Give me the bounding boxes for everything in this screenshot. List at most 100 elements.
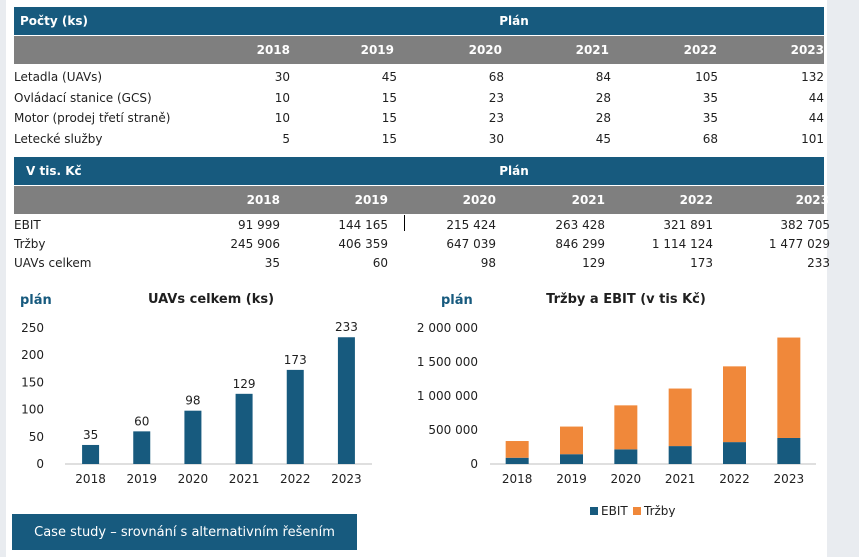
row-label: Letadla (UAVs) — [14, 70, 103, 84]
value-cell: 35 — [702, 90, 718, 105]
text-cursor — [404, 215, 405, 231]
value-cell: 68 — [488, 70, 504, 84]
data-label: 173 — [284, 353, 307, 367]
table-row: Ovládací stanice (GCS) 10 15 23 28 35 44 — [14, 89, 824, 109]
data-label: 129 — [233, 377, 256, 391]
bar-2020 — [184, 410, 202, 464]
legend-label: Tržby — [643, 504, 676, 517]
value-cell: 132 — [801, 70, 824, 84]
bar-2023 — [337, 337, 355, 464]
year-cell: 2023 — [795, 193, 829, 207]
y-tick-label: 1 500 000 — [417, 355, 478, 369]
value-cell: 173 — [690, 256, 713, 270]
financials-table-year-row: 2018 2019 2020 2021 2022 2023 — [14, 186, 829, 214]
bar-ebit-2023 — [777, 437, 801, 464]
table-row: Tržby 245 906 406 359 647 039 846 299 1 114 1… — [14, 235, 830, 254]
chart-corner-label: plán — [441, 293, 473, 308]
revenue-ebit-chart: plán Tržby a EBIT (v tis Kč) 0 500 000 1 0… — [417, 292, 816, 517]
value-cell: 23 — [488, 90, 504, 105]
value-cell: 28 — [595, 111, 611, 125]
value-cell: 98 — [480, 256, 496, 270]
counts-table-year-row: 2018 2019 2020 2021 2022 2023 — [14, 36, 824, 64]
value-cell: 321 891 — [663, 218, 713, 232]
table-row: Motor (prodej třetí straně) 10 15 23 28 35 44 — [14, 109, 824, 129]
year-cell: 2022 — [679, 193, 713, 207]
legend: EBIT Tržby — [590, 504, 676, 517]
year-cell: 2020 — [462, 193, 496, 207]
value-cell: 35 — [702, 111, 718, 125]
uavs-chart: plán UAVs celkem (ks) 0 50 100 150 200 250 35 2… — [20, 292, 372, 486]
bar-ebit-2018 — [505, 457, 529, 464]
value-cell: 35 — [264, 256, 280, 270]
year-cell: 2019 — [360, 43, 394, 57]
row-label: Tržby — [14, 237, 46, 251]
value-cell: 1 477 029 — [768, 237, 830, 251]
x-tick-label: 2021 — [665, 472, 696, 486]
year-cell: 2023 — [790, 43, 824, 57]
y-tick-label: 0 — [36, 457, 44, 471]
counts-table-header: Počty (ks) Plán — [14, 7, 824, 35]
bar-ebit-2020 — [614, 449, 638, 464]
bar-2022 — [286, 369, 304, 464]
year-cell: 2018 — [246, 193, 280, 207]
financials-table: V tis. Kč Plán 2018 2019 2020 2021 2022 … — [14, 157, 830, 272]
year-cell: 2021 — [575, 43, 609, 57]
case-study-banner-label: Case study – srovnání s alternativním ře… — [34, 524, 335, 540]
counts-table: Počty (ks) Plán 2018 2019 2020 2021 2022… — [14, 7, 824, 153]
slide: Počty (ks) Plán 2018 2019 2020 2021 2022… — [6, 0, 830, 557]
year-cell: 2019 — [354, 193, 388, 207]
x-tick-label: 2021 — [229, 472, 260, 486]
year-cell: 2022 — [683, 43, 717, 57]
legend-swatch — [590, 507, 598, 515]
row-label: Letecké služby — [14, 131, 103, 146]
bar-tržby-2022 — [723, 366, 746, 443]
bar-tržby-2018 — [505, 441, 529, 458]
value-cell: 44 — [808, 90, 824, 105]
chart-title: Tržby a EBIT (v tis Kč) — [546, 292, 706, 307]
x-tick-label: 2018 — [502, 472, 533, 486]
bar-tržby-2019 — [560, 426, 583, 455]
table-row: Letecké služby 5 15 30 45 68 101 — [14, 130, 824, 150]
x-tick-label: 2019 — [126, 472, 157, 486]
case-study-banner[interactable]: Case study – srovnání s alternativním ře… — [12, 514, 357, 550]
row-label: Motor (prodej třetí straně) — [14, 111, 171, 125]
bar-tržby-2023 — [777, 337, 801, 438]
financials-table-title: V tis. Kč — [26, 164, 82, 178]
value-cell: 44 — [808, 111, 824, 125]
value-cell: 5 — [282, 131, 290, 146]
data-label: 35 — [83, 428, 98, 442]
x-tick-label: 2023 — [331, 472, 362, 486]
y-tick-label: 150 — [21, 375, 44, 389]
value-cell: 45 — [595, 131, 611, 146]
x-tick-label: 2023 — [774, 472, 805, 486]
value-cell: 105 — [695, 70, 718, 84]
value-cell: 101 — [801, 131, 824, 146]
value-cell: 23 — [488, 111, 504, 125]
value-cell: 382 705 — [780, 218, 830, 232]
chart-corner-label: plán — [20, 293, 52, 308]
value-cell: 846 299 — [555, 237, 605, 251]
value-cell: 15 — [381, 111, 397, 125]
x-tick-label: 2019 — [556, 472, 587, 486]
table-row: Letadla (UAVs) 30 45 68 84 105 132 — [14, 68, 824, 88]
y-tick-label: 0 — [470, 457, 478, 471]
value-cell: 233 — [807, 256, 830, 270]
bar-tržby-2021 — [668, 388, 692, 447]
value-cell: 144 165 — [338, 218, 388, 232]
value-cell: 263 428 — [555, 218, 605, 232]
year-cell: 2018 — [256, 43, 290, 57]
data-label: 233 — [335, 320, 358, 334]
value-cell: 30 — [488, 131, 504, 146]
x-tick-label: 2020 — [611, 472, 642, 486]
x-tick-label: 2022 — [719, 472, 750, 486]
y-tick-label: 50 — [29, 430, 44, 444]
x-tick-label: 2022 — [280, 472, 311, 486]
value-cell: 15 — [381, 131, 397, 146]
counts-table-title: Počty (ks) — [20, 14, 88, 28]
bar-ebit-2019 — [560, 454, 583, 464]
table-row: EBIT 91 999 144 165 215 424 263 428 321 891 38… — [14, 216, 830, 235]
y-tick-label: 250 — [21, 321, 44, 335]
financials-table-plan-label: Plán — [499, 164, 529, 178]
value-cell: 68 — [702, 131, 718, 146]
bar-2021 — [235, 393, 253, 464]
